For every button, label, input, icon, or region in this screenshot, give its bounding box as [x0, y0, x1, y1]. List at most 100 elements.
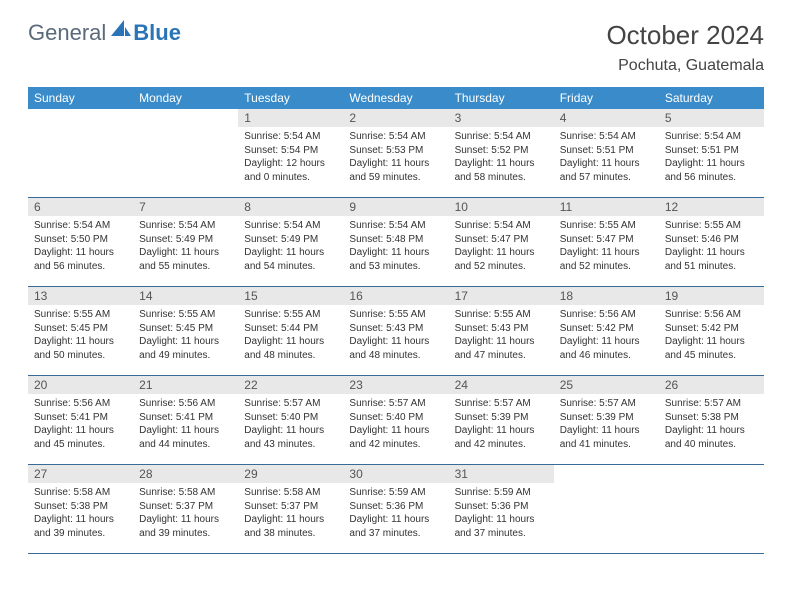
- day-number: 8: [238, 198, 343, 216]
- daylight-text: Daylight: 11 hours and 52 minutes.: [455, 246, 548, 273]
- day-number: 25: [554, 376, 659, 394]
- sunrise-text: Sunrise: 5:59 AM: [455, 486, 548, 500]
- daylight-text: Daylight: 11 hours and 44 minutes.: [139, 424, 232, 451]
- sunrise-text: Sunrise: 5:55 AM: [455, 308, 548, 322]
- sunset-text: Sunset: 5:37 PM: [244, 500, 337, 514]
- day-number: 17: [449, 287, 554, 305]
- calendar-row: 20Sunrise: 5:56 AMSunset: 5:41 PMDayligh…: [28, 376, 764, 465]
- day-cell: 11Sunrise: 5:55 AMSunset: 5:47 PMDayligh…: [554, 198, 659, 287]
- day-data: Sunrise: 5:57 AMSunset: 5:39 PMDaylight:…: [449, 394, 554, 455]
- sunrise-text: Sunrise: 5:57 AM: [244, 397, 337, 411]
- sunrise-text: Sunrise: 5:54 AM: [349, 219, 442, 233]
- daylight-text: Daylight: 11 hours and 48 minutes.: [244, 335, 337, 362]
- daylight-text: Daylight: 11 hours and 59 minutes.: [349, 157, 442, 184]
- day-cell: 3Sunrise: 5:54 AMSunset: 5:52 PMDaylight…: [449, 109, 554, 198]
- sunrise-text: Sunrise: 5:55 AM: [665, 219, 758, 233]
- calendar-row: 27Sunrise: 5:58 AMSunset: 5:38 PMDayligh…: [28, 465, 764, 554]
- day-data: Sunrise: 5:55 AMSunset: 5:46 PMDaylight:…: [659, 216, 764, 277]
- title-block: October 2024 Pochuta, Guatemala: [606, 20, 764, 75]
- dow-header: Tuesday: [238, 87, 343, 109]
- sunrise-text: Sunrise: 5:56 AM: [665, 308, 758, 322]
- empty-cell: [659, 465, 764, 554]
- day-data: Sunrise: 5:57 AMSunset: 5:38 PMDaylight:…: [659, 394, 764, 455]
- sunrise-text: Sunrise: 5:54 AM: [139, 219, 232, 233]
- sunset-text: Sunset: 5:51 PM: [665, 144, 758, 158]
- day-cell: 9Sunrise: 5:54 AMSunset: 5:48 PMDaylight…: [343, 198, 448, 287]
- logo-text-general: General: [28, 20, 106, 46]
- day-number: 11: [554, 198, 659, 216]
- day-number: 19: [659, 287, 764, 305]
- sunset-text: Sunset: 5:48 PM: [349, 233, 442, 247]
- day-cell: 20Sunrise: 5:56 AMSunset: 5:41 PMDayligh…: [28, 376, 133, 465]
- sunset-text: Sunset: 5:41 PM: [139, 411, 232, 425]
- day-number: 18: [554, 287, 659, 305]
- sunset-text: Sunset: 5:44 PM: [244, 322, 337, 336]
- sunset-text: Sunset: 5:39 PM: [455, 411, 548, 425]
- calendar-body: 1Sunrise: 5:54 AMSunset: 5:54 PMDaylight…: [28, 109, 764, 554]
- sunset-text: Sunset: 5:54 PM: [244, 144, 337, 158]
- day-data: Sunrise: 5:54 AMSunset: 5:47 PMDaylight:…: [449, 216, 554, 277]
- sunrise-text: Sunrise: 5:58 AM: [244, 486, 337, 500]
- day-number: 26: [659, 376, 764, 394]
- day-cell: 25Sunrise: 5:57 AMSunset: 5:39 PMDayligh…: [554, 376, 659, 465]
- day-number: 29: [238, 465, 343, 483]
- sunrise-text: Sunrise: 5:54 AM: [244, 219, 337, 233]
- sunrise-text: Sunrise: 5:54 AM: [349, 130, 442, 144]
- day-data: Sunrise: 5:54 AMSunset: 5:48 PMDaylight:…: [343, 216, 448, 277]
- daylight-text: Daylight: 11 hours and 41 minutes.: [560, 424, 653, 451]
- sunset-text: Sunset: 5:40 PM: [244, 411, 337, 425]
- daylight-text: Daylight: 11 hours and 56 minutes.: [665, 157, 758, 184]
- day-number: 13: [28, 287, 133, 305]
- sunset-text: Sunset: 5:40 PM: [349, 411, 442, 425]
- sunset-text: Sunset: 5:42 PM: [560, 322, 653, 336]
- day-number: 2: [343, 109, 448, 127]
- day-number: 15: [238, 287, 343, 305]
- dow-header: Wednesday: [343, 87, 448, 109]
- logo: General Blue: [28, 20, 181, 46]
- day-data: Sunrise: 5:57 AMSunset: 5:40 PMDaylight:…: [343, 394, 448, 455]
- day-data: Sunrise: 5:56 AMSunset: 5:41 PMDaylight:…: [28, 394, 133, 455]
- sunrise-text: Sunrise: 5:56 AM: [34, 397, 127, 411]
- sunset-text: Sunset: 5:36 PM: [455, 500, 548, 514]
- day-data: Sunrise: 5:54 AMSunset: 5:51 PMDaylight:…: [659, 127, 764, 188]
- day-number: 16: [343, 287, 448, 305]
- logo-sail-icon: [111, 20, 131, 43]
- dow-row: SundayMondayTuesdayWednesdayThursdayFrid…: [28, 87, 764, 109]
- day-cell: 17Sunrise: 5:55 AMSunset: 5:43 PMDayligh…: [449, 287, 554, 376]
- empty-daynum: [554, 465, 659, 483]
- sunset-text: Sunset: 5:45 PM: [139, 322, 232, 336]
- daylight-text: Daylight: 11 hours and 55 minutes.: [139, 246, 232, 273]
- day-cell: 18Sunrise: 5:56 AMSunset: 5:42 PMDayligh…: [554, 287, 659, 376]
- empty-daynum: [28, 109, 133, 127]
- sunrise-text: Sunrise: 5:54 AM: [34, 219, 127, 233]
- day-cell: 29Sunrise: 5:58 AMSunset: 5:37 PMDayligh…: [238, 465, 343, 554]
- empty-daynum: [133, 109, 238, 127]
- sunset-text: Sunset: 5:49 PM: [244, 233, 337, 247]
- day-cell: 12Sunrise: 5:55 AMSunset: 5:46 PMDayligh…: [659, 198, 764, 287]
- daylight-text: Daylight: 11 hours and 40 minutes.: [665, 424, 758, 451]
- empty-cell: [28, 109, 133, 198]
- day-data: Sunrise: 5:55 AMSunset: 5:45 PMDaylight:…: [133, 305, 238, 366]
- sunset-text: Sunset: 5:51 PM: [560, 144, 653, 158]
- day-data: Sunrise: 5:57 AMSunset: 5:39 PMDaylight:…: [554, 394, 659, 455]
- sunrise-text: Sunrise: 5:54 AM: [244, 130, 337, 144]
- sunrise-text: Sunrise: 5:57 AM: [665, 397, 758, 411]
- sunrise-text: Sunrise: 5:58 AM: [34, 486, 127, 500]
- sunrise-text: Sunrise: 5:54 AM: [455, 130, 548, 144]
- day-cell: 1Sunrise: 5:54 AMSunset: 5:54 PMDaylight…: [238, 109, 343, 198]
- daylight-text: Daylight: 11 hours and 42 minutes.: [349, 424, 442, 451]
- dow-header: Monday: [133, 87, 238, 109]
- day-number: 7: [133, 198, 238, 216]
- daylight-text: Daylight: 11 hours and 50 minutes.: [34, 335, 127, 362]
- day-cell: 30Sunrise: 5:59 AMSunset: 5:36 PMDayligh…: [343, 465, 448, 554]
- sunset-text: Sunset: 5:50 PM: [34, 233, 127, 247]
- day-number: 28: [133, 465, 238, 483]
- daylight-text: Daylight: 11 hours and 47 minutes.: [455, 335, 548, 362]
- daylight-text: Daylight: 11 hours and 43 minutes.: [244, 424, 337, 451]
- day-number: 22: [238, 376, 343, 394]
- daylight-text: Daylight: 11 hours and 54 minutes.: [244, 246, 337, 273]
- sunrise-text: Sunrise: 5:58 AM: [139, 486, 232, 500]
- sunset-text: Sunset: 5:41 PM: [34, 411, 127, 425]
- calendar-row: 6Sunrise: 5:54 AMSunset: 5:50 PMDaylight…: [28, 198, 764, 287]
- sunrise-text: Sunrise: 5:56 AM: [139, 397, 232, 411]
